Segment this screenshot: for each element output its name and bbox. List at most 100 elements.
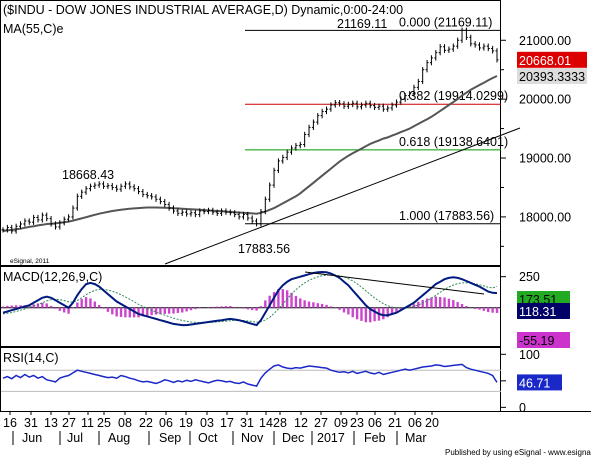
macd-panel-frame bbox=[0, 266, 501, 347]
x-day-label: 25 bbox=[97, 416, 111, 430]
price-bar bbox=[338, 100, 342, 107]
price-bar bbox=[115, 184, 119, 192]
rsi-reference-lines bbox=[1, 369, 501, 392]
annotation-high: 21169.11 bbox=[337, 17, 387, 31]
price-bar bbox=[394, 99, 398, 108]
y-tick-label: 19000.00 bbox=[519, 152, 571, 166]
price-bar bbox=[206, 207, 210, 215]
price-bar bbox=[237, 211, 241, 220]
x-month-label: Dec bbox=[282, 431, 304, 445]
ma-55-line bbox=[2, 75, 498, 232]
price-bar bbox=[154, 194, 158, 202]
price-bar bbox=[255, 218, 259, 227]
price-bar bbox=[316, 112, 320, 125]
price-bar bbox=[434, 49, 438, 61]
price-bar bbox=[93, 182, 97, 189]
x-month-label: Oct bbox=[198, 431, 218, 445]
x-day-label: 27 bbox=[314, 416, 328, 430]
main-value-boxes: 20668.01 20393.3333 bbox=[517, 51, 587, 84]
x-day-label: 12 bbox=[294, 416, 308, 430]
price-bar bbox=[141, 188, 145, 198]
x-day-label: 22 bbox=[139, 416, 153, 430]
x-day-label: 11 bbox=[81, 416, 94, 430]
x-day-label: 06 bbox=[368, 416, 382, 430]
fibonacci-levels: 0.000 (21169.11) 0.382 (19914.0299) 0.618 … bbox=[245, 15, 508, 225]
price-bar bbox=[429, 55, 433, 66]
value-box-label: 20668.01 bbox=[519, 54, 571, 68]
price-bar bbox=[211, 207, 215, 215]
macd-value-box bbox=[517, 332, 570, 348]
price-bar bbox=[193, 210, 197, 218]
price-bar bbox=[438, 44, 442, 56]
rsi-line-group bbox=[2, 363, 498, 387]
x-month-label: Jul bbox=[67, 431, 83, 445]
price-bar bbox=[189, 210, 193, 217]
price-bar bbox=[342, 101, 346, 109]
x-day-label: 08 bbox=[118, 416, 132, 430]
price-bar bbox=[377, 103, 381, 111]
y-tick-label: 21000.00 bbox=[519, 34, 571, 48]
price-bar bbox=[224, 208, 228, 215]
price-bar bbox=[119, 183, 123, 192]
price-bar bbox=[132, 184, 136, 192]
price-bar bbox=[486, 43, 490, 52]
price-bar bbox=[381, 103, 385, 112]
price-bar bbox=[84, 185, 88, 195]
x-day-label: 03 bbox=[200, 416, 214, 430]
chart-title: ($INDU - DOW JONES INDUSTRIAL AVERAGE,D)… bbox=[3, 3, 403, 17]
price-bar bbox=[325, 106, 329, 115]
macd-value-box bbox=[517, 303, 570, 319]
annotation-jul-high: 18668.43 bbox=[62, 168, 114, 182]
rsi-label: RSI(14,C) bbox=[3, 351, 59, 365]
price-bar bbox=[447, 46, 451, 53]
x-day-label: 28 bbox=[273, 416, 287, 430]
price-bar bbox=[27, 218, 31, 225]
main-panel-frame bbox=[0, 0, 501, 266]
value-box bbox=[517, 51, 587, 68]
x-day-label: 20 bbox=[425, 416, 439, 430]
price-bar bbox=[167, 201, 171, 211]
price-bar bbox=[145, 191, 149, 199]
price-bar bbox=[215, 209, 219, 217]
price-bar bbox=[176, 208, 180, 217]
price-bar bbox=[18, 221, 22, 229]
y-tick-label: 20000.00 bbox=[519, 93, 571, 107]
price-bar bbox=[412, 84, 416, 97]
fib-label: 0.000 (21169.11) bbox=[399, 15, 492, 29]
price-bar bbox=[329, 102, 333, 112]
price-bar bbox=[1, 227, 5, 233]
price-bar bbox=[268, 182, 272, 202]
x-month-label: 2017 bbox=[317, 431, 345, 445]
price-bar bbox=[158, 196, 162, 205]
price-bar bbox=[368, 100, 372, 109]
price-bar bbox=[202, 208, 206, 215]
price-bar bbox=[276, 158, 280, 174]
price-bar bbox=[233, 210, 237, 218]
price-bar bbox=[263, 196, 267, 215]
macd-value-box-label: 118.31 bbox=[519, 305, 556, 319]
price-bar bbox=[62, 216, 66, 226]
price-bar bbox=[307, 124, 311, 138]
x-day-label: 06 bbox=[159, 416, 173, 430]
price-bar bbox=[71, 205, 75, 220]
support-trendline bbox=[164, 127, 521, 265]
price-bars-group bbox=[1, 27, 499, 234]
price-bar bbox=[482, 43, 486, 51]
price-bar bbox=[97, 181, 101, 188]
x-day-label: 06 bbox=[408, 416, 422, 430]
price-bar bbox=[110, 183, 114, 191]
x-day-label: 14 bbox=[259, 416, 273, 430]
price-bar bbox=[228, 209, 232, 216]
watermark: eSignal, 2011 bbox=[10, 258, 50, 265]
x-day-label: 23 bbox=[350, 416, 364, 430]
price-bar bbox=[106, 183, 110, 189]
price-bar bbox=[23, 218, 27, 227]
main-y-axis: 21000.00 20000.00 19000.00 18000.00 bbox=[501, 34, 571, 247]
price-bar bbox=[32, 214, 36, 225]
price-bar bbox=[403, 92, 407, 102]
price-bar bbox=[351, 100, 355, 108]
price-bar bbox=[469, 34, 473, 47]
price-bar bbox=[220, 208, 224, 217]
fib-label: 0.618 (19138.6401) bbox=[399, 135, 508, 149]
x-month-label: Sep bbox=[159, 431, 181, 445]
